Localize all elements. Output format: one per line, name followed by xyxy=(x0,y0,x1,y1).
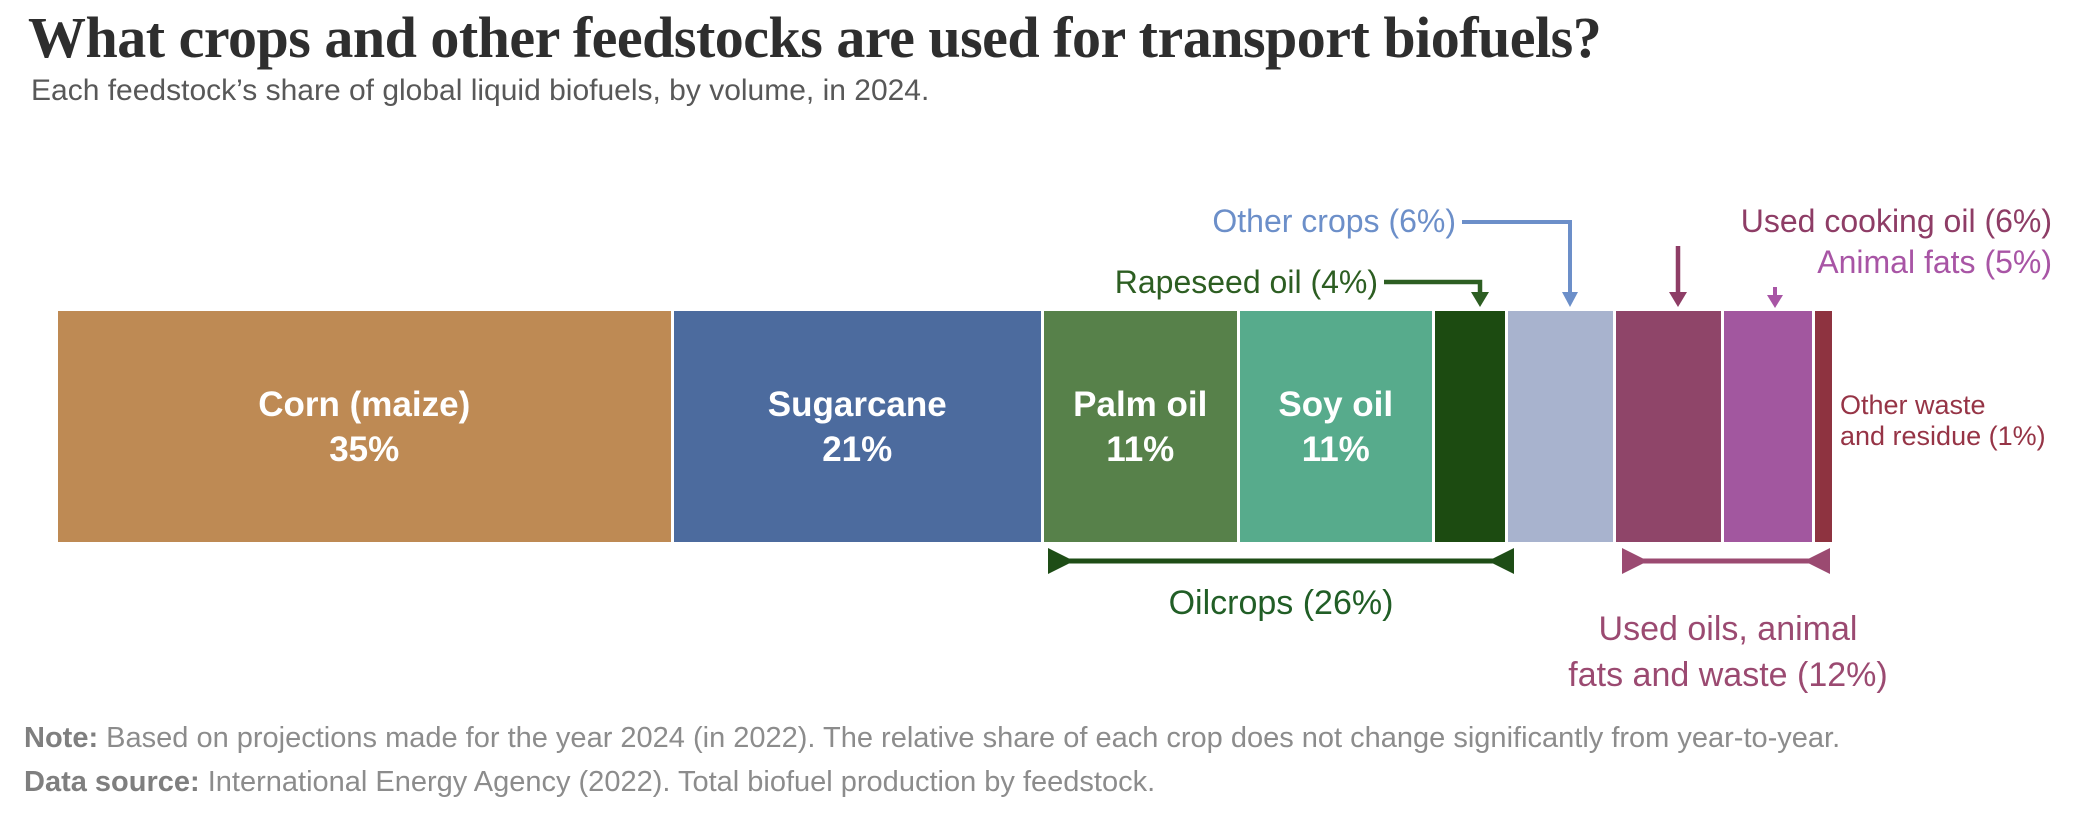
footer-notes: Note: Based on projections made for the … xyxy=(24,716,2064,804)
segment-value: 35% xyxy=(329,429,400,469)
bar-segment-corn-maize[interactable]: Corn (maize) 35% xyxy=(58,311,671,542)
used-oils-bracket xyxy=(1622,548,1830,574)
chart-title: What crops and other feedstocks are used… xyxy=(28,5,1602,70)
label-used-cooking-oil: Used cooking oil (6%) xyxy=(1740,203,2052,239)
segment-value: 21% xyxy=(822,429,893,469)
note-text: Based on projections made for the year 2… xyxy=(98,722,1841,754)
source-line: Data source: International Energy Agency… xyxy=(24,760,2064,804)
segment-label: Soy oil xyxy=(1278,384,1394,424)
bar-segment-soy-oil[interactable]: Soy oil 11% xyxy=(1239,311,1432,542)
note-label: Note: xyxy=(24,722,99,754)
label-other-crops: Other crops (6%) xyxy=(1212,203,1456,239)
label-animal-fats: Animal fats (5%) xyxy=(1817,244,2052,280)
label-used-oils-line1: Used oils, animal xyxy=(1598,610,1858,648)
other-crops-arrow xyxy=(1462,220,1578,307)
label-oilcrops-group: Oilcrops (26%) xyxy=(1168,584,1394,622)
bar-segment-rapeseed-oil[interactable] xyxy=(1435,311,1505,542)
segment-value: 11% xyxy=(1301,429,1370,469)
label-used-oils-group: Used oils, animal fats and waste (12%) xyxy=(1568,606,1887,698)
bar-segment-other-crops[interactable] xyxy=(1508,311,1613,542)
segment-label: Corn (maize) xyxy=(258,384,471,424)
bar-segment-other-waste-and-residue[interactable] xyxy=(1814,311,1832,542)
note-line: Note: Based on projections made for the … xyxy=(24,716,2064,760)
bar-segment-used-cooking-oil[interactable] xyxy=(1616,311,1721,542)
source-label: Data source: xyxy=(24,766,200,798)
segment-value: 11% xyxy=(1106,429,1175,469)
label-other-waste-and-residue: Other waste and residue (1%) xyxy=(1840,390,2046,452)
source-text: International Energy Agency (2022). Tota… xyxy=(199,766,1156,798)
label-rapeseed-oil: Rapeseed oil (4%) xyxy=(1114,264,1378,300)
oilcrops-bracket xyxy=(1048,548,1514,574)
chart-subtitle: Each feedstock’s share of global liquid … xyxy=(31,74,930,107)
segment-label: Palm oil xyxy=(1073,384,1208,424)
used-cooking-oil-arrow xyxy=(1669,246,1687,307)
label-other-waste-line1: Other waste xyxy=(1840,390,1986,420)
rapeseed-oil-arrow xyxy=(1384,279,1489,307)
label-used-oils-line2: fats and waste (12%) xyxy=(1568,656,1888,694)
bar-segment-sugarcane[interactable]: Sugarcane 21% xyxy=(673,311,1041,542)
bar-segment-palm-oil[interactable]: Palm oil 11% xyxy=(1044,311,1237,542)
stacked-bar: Corn (maize) 35% Sugarcane 21% Palm oil 11% So… xyxy=(58,311,1832,542)
animal-fats-arrow xyxy=(1767,287,1783,308)
segment-label: Sugarcane xyxy=(767,384,947,424)
label-other-waste-line2: and residue (1%) xyxy=(1840,421,2046,451)
bar-segment-animal-fats[interactable] xyxy=(1724,311,1812,542)
